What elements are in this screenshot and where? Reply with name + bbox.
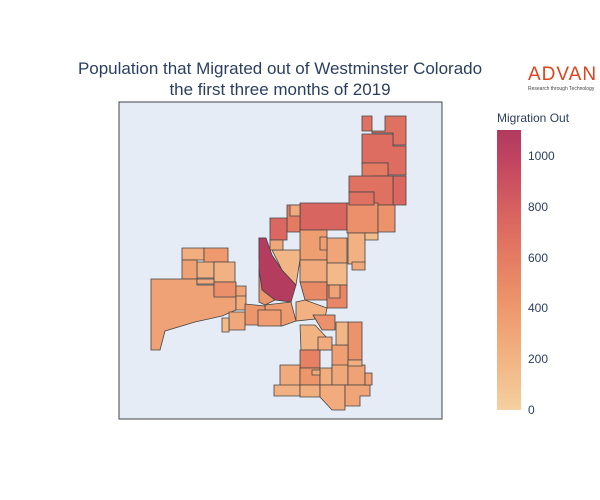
map-region[interactable] [299, 384, 321, 398]
map-region[interactable] [213, 261, 236, 283]
map-region[interactable] [196, 278, 215, 285]
logo-word: ADVAN [528, 64, 598, 85]
colorbar-tick-400: 400 [528, 301, 549, 315]
map-region[interactable] [312, 314, 336, 331]
advan-logo: ADVAN Research through Technology [528, 64, 597, 92]
map-region[interactable] [257, 309, 282, 327]
map-region[interactable] [235, 285, 247, 297]
map-region[interactable] [269, 239, 284, 251]
map-region[interactable] [319, 384, 346, 411]
map-region[interactable] [364, 372, 373, 386]
map-region[interactable] [181, 247, 205, 261]
map-region[interactable] [181, 259, 198, 280]
map-region[interactable] [347, 364, 366, 386]
map-region[interactable] [299, 349, 321, 369]
map-region[interactable] [299, 259, 328, 283]
map-region[interactable] [346, 202, 379, 234]
map-region[interactable] [299, 202, 348, 231]
map-region[interactable] [258, 269, 276, 306]
colorbar-tick-1000: 1000 [528, 149, 555, 163]
map-region[interactable] [326, 237, 348, 264]
map-region[interactable] [228, 311, 246, 331]
map-regions [150, 115, 407, 411]
colorbar-tick-0: 0 [528, 403, 535, 417]
map-region[interactable] [299, 281, 328, 301]
chart-title-line1: Population that Migrated out of Westmins… [77, 59, 483, 78]
map-region[interactable] [213, 281, 237, 298]
colorbar-tick-600: 600 [528, 251, 549, 265]
colorbar-tick-800: 800 [528, 200, 549, 214]
map-region[interactable] [347, 232, 366, 265]
map-region[interactable] [279, 364, 301, 388]
map-region[interactable] [271, 249, 301, 286]
map-region[interactable] [289, 204, 301, 217]
map-region[interactable] [221, 317, 230, 333]
map-region[interactable] [269, 217, 288, 241]
map-region[interactable] [347, 359, 363, 367]
map-region[interactable] [328, 284, 341, 299]
map-region[interactable] [331, 344, 349, 369]
chart-title: Population that Migrated out of Westmins… [20, 58, 540, 100]
map-region[interactable] [331, 364, 349, 386]
map-region[interactable] [364, 232, 379, 241]
map-region[interactable] [319, 236, 328, 251]
map-region[interactable] [335, 321, 349, 346]
map-region[interactable] [317, 336, 333, 351]
colorbar [497, 130, 521, 410]
map-region[interactable] [319, 367, 333, 386]
map-region[interactable] [326, 262, 348, 286]
chart-title-line2: the first three months of 2019 [169, 80, 391, 99]
logo-tagline: Research through Technology [528, 86, 595, 92]
map-region[interactable] [347, 321, 363, 361]
map-region[interactable] [348, 191, 375, 206]
map-region[interactable] [392, 175, 407, 206]
colorbar-tick-200: 200 [528, 352, 549, 366]
map-region[interactable] [273, 384, 301, 397]
map-region[interactable] [377, 204, 396, 233]
map-region[interactable] [311, 369, 321, 376]
map-region[interactable] [196, 261, 215, 279]
map-region[interactable] [351, 261, 366, 271]
colorbar-title: Migration Out [497, 111, 570, 125]
map-region[interactable] [361, 115, 407, 146]
